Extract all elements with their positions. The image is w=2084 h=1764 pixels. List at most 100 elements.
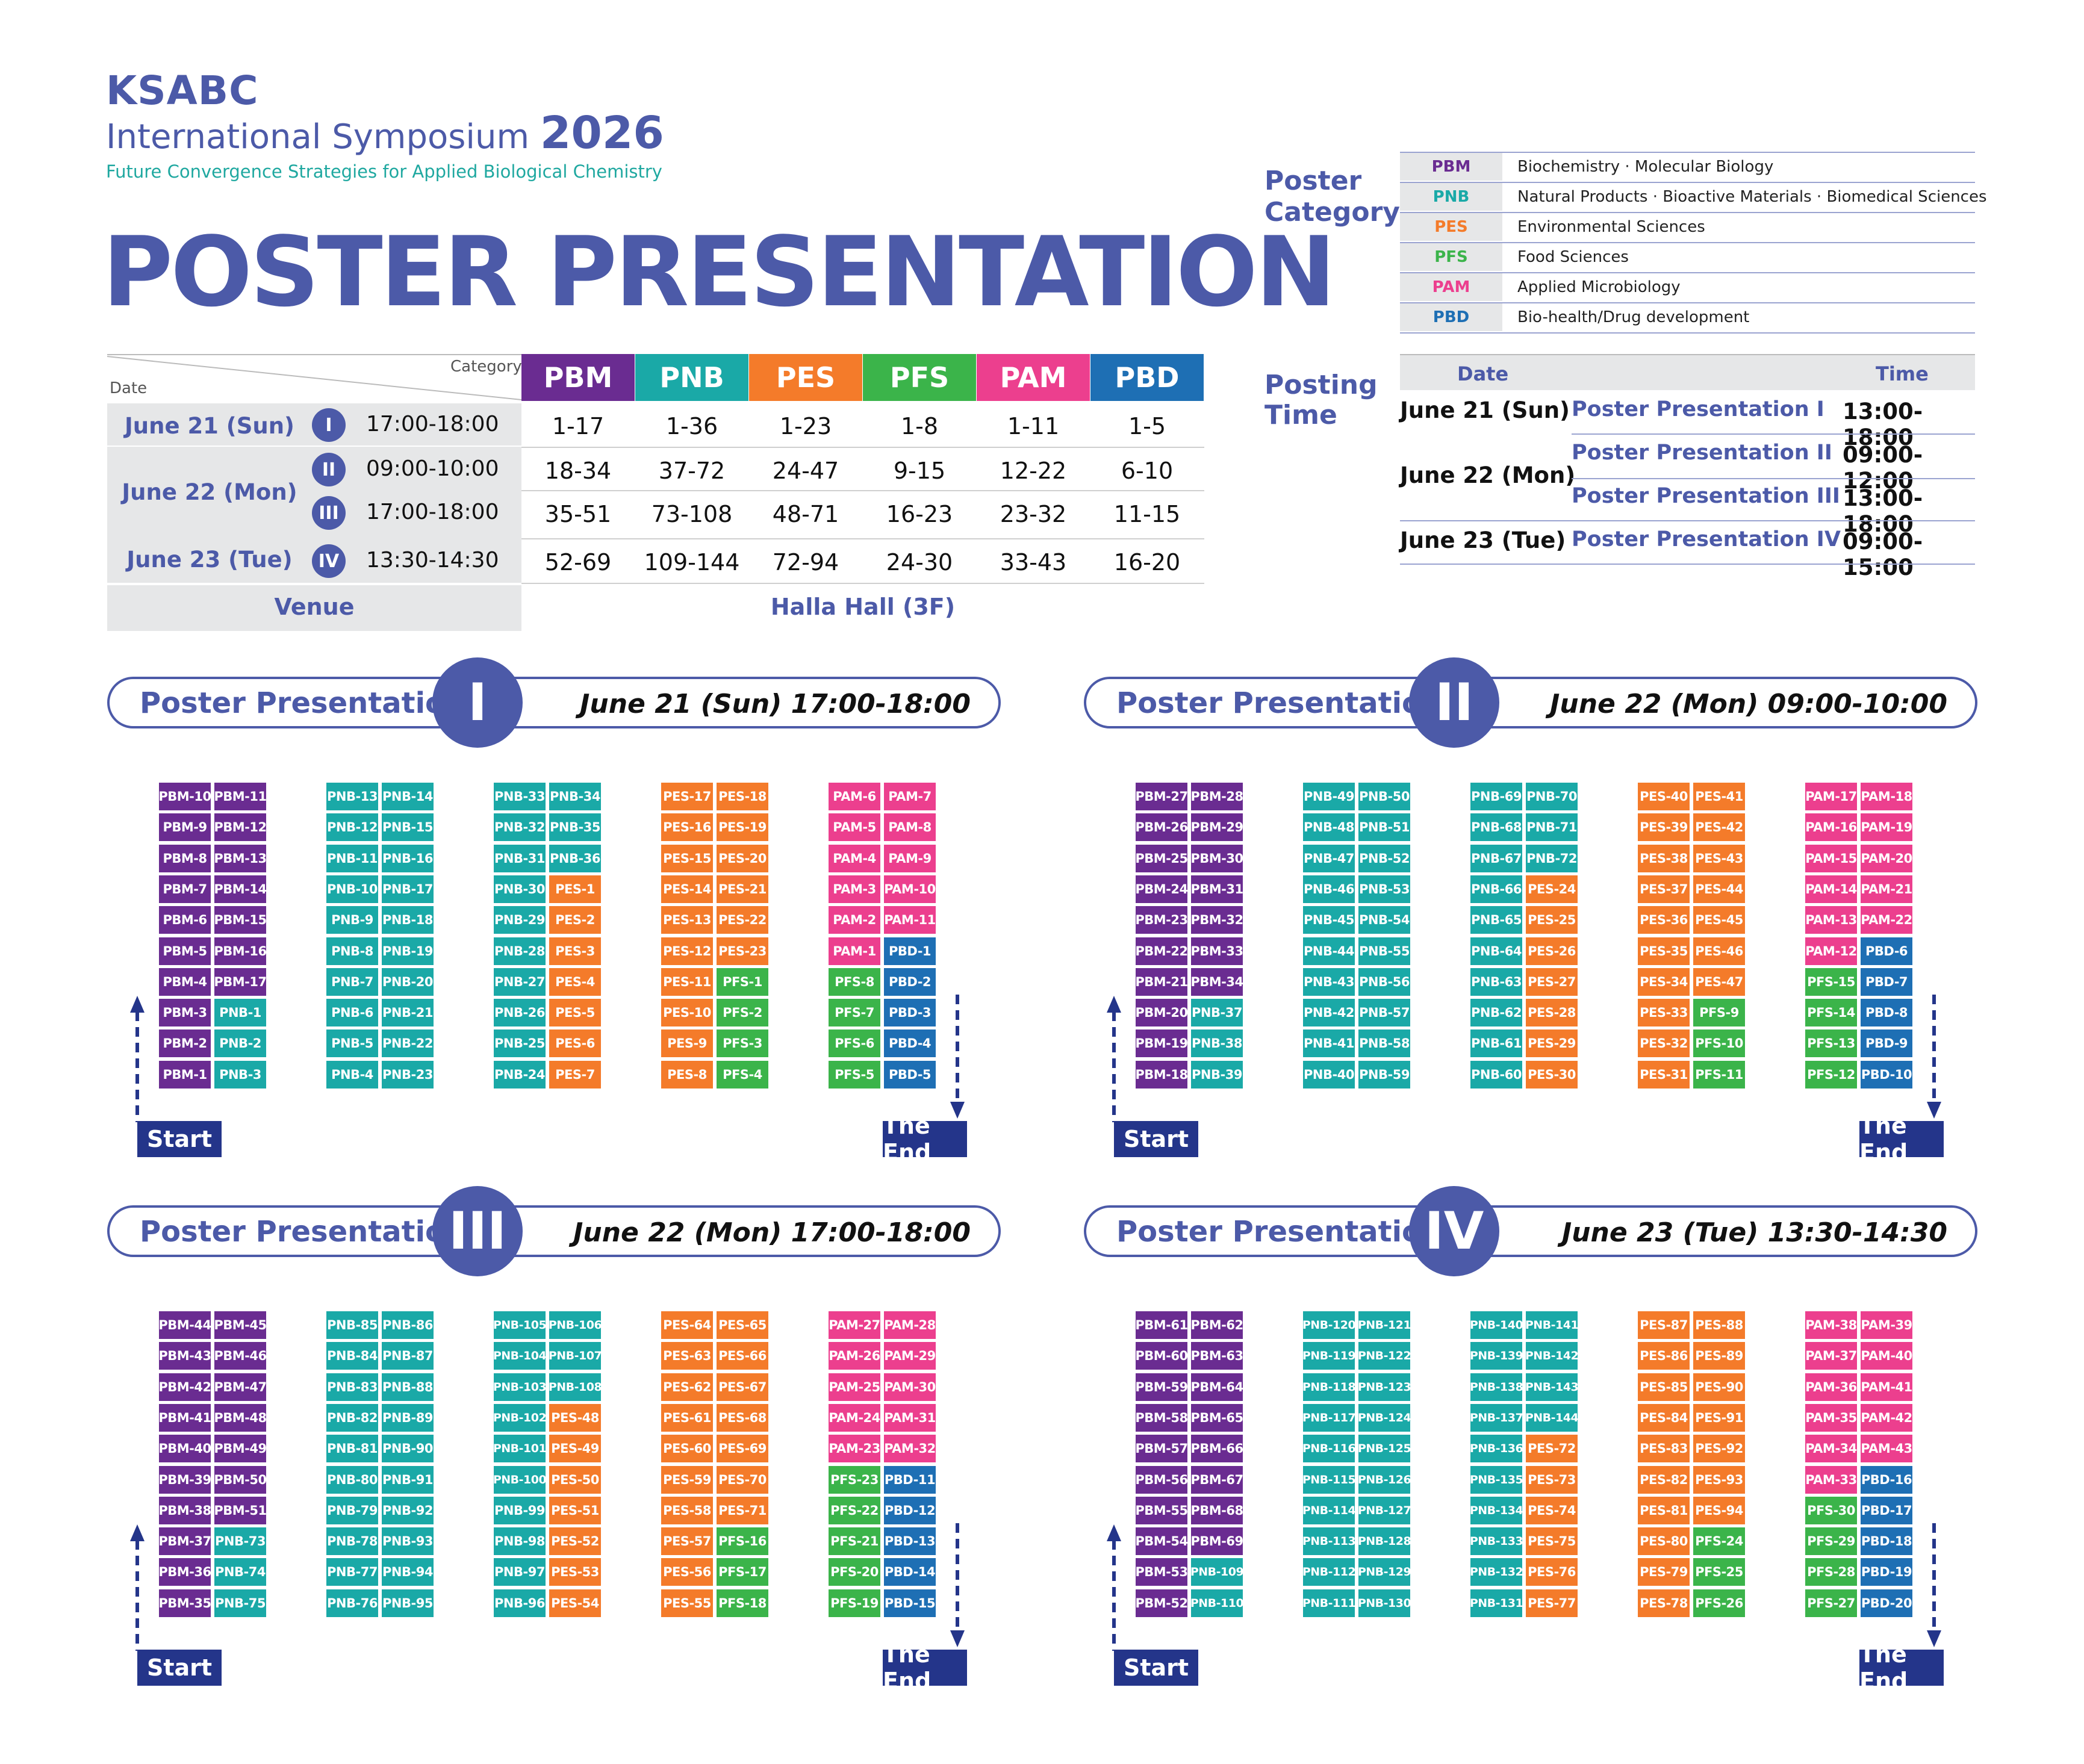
poster-board: PBD-10 xyxy=(1861,1060,1912,1089)
session-label: Poster Presentation xyxy=(140,1215,466,1249)
poster-board: PNB-76 xyxy=(326,1589,378,1617)
poster-board: PNB-14 xyxy=(382,783,434,810)
poster-board: PNB-90 xyxy=(382,1435,434,1463)
poster-board: PES-72 xyxy=(1526,1435,1578,1463)
poster-board: PNB-17 xyxy=(382,875,434,903)
session-banner: Poster Presentation June 23 (Tue) 13:30-1… xyxy=(1084,1186,1977,1276)
poster-board: PBM-38 xyxy=(158,1496,211,1524)
the-end-label: The End xyxy=(1859,1641,1944,1694)
poster-board: PNB-15 xyxy=(382,813,434,842)
poster-board: PBM-5 xyxy=(159,937,211,965)
poster-board: PES-16 xyxy=(661,813,713,842)
poster-board: PBM-68 xyxy=(1190,1496,1243,1524)
session-label: Poster Presentation xyxy=(140,686,466,720)
poster-board: PBM-39 xyxy=(158,1465,211,1494)
poster-board: PNB-10 xyxy=(326,875,378,903)
symposium-title: International Symposium 2026 xyxy=(106,107,664,159)
poster-board: PES-12 xyxy=(661,937,713,965)
poster-board: PNB-106 xyxy=(549,1311,602,1339)
poster-board: PNB-136 xyxy=(1470,1435,1523,1463)
poster-board: PFS-11 xyxy=(1693,1060,1745,1089)
category-header-pam: PAM xyxy=(977,354,1090,401)
poster-board: PAM-43 xyxy=(1861,1435,1912,1463)
poster-board: PNB-63 xyxy=(1470,967,1522,996)
poster-board: PBM-36 xyxy=(158,1558,211,1586)
poster-board: PBM-44 xyxy=(158,1311,211,1339)
posting-time-title-line2: Time xyxy=(1264,400,1337,430)
poster-board: PES-41 xyxy=(1693,783,1745,810)
poster-board: PNB-123 xyxy=(1358,1373,1411,1401)
row-divider xyxy=(107,583,521,584)
range-cell: 1-23 xyxy=(779,413,832,439)
poster-board: PNB-132 xyxy=(1470,1558,1523,1586)
poster-board: PBM-3 xyxy=(159,999,211,1027)
poster-board: PNB-54 xyxy=(1358,906,1410,934)
end-down-arrow-icon xyxy=(1927,995,1941,1119)
poster-board: PES-2 xyxy=(549,906,601,934)
poster-board: PES-22 xyxy=(717,906,768,934)
poster-board: PBM-60 xyxy=(1135,1342,1188,1370)
poster-board: PBD-6 xyxy=(1861,937,1912,965)
poster-board: PAM-25 xyxy=(829,1373,880,1401)
poster-board: PFS-18 xyxy=(717,1589,768,1617)
posting-divider xyxy=(1400,520,1975,521)
poster-board: PES-7 xyxy=(549,1060,601,1089)
poster-board: PNB-38 xyxy=(1191,1030,1243,1058)
poster-board: PAM-1 xyxy=(829,937,880,965)
category-header-pbd: PBD xyxy=(1090,354,1204,401)
poster-board: PNB-82 xyxy=(326,1403,378,1432)
legend-name: Applied Microbiology xyxy=(1517,278,1681,296)
poster-board: PNB-35 xyxy=(549,813,601,842)
poster-board: PAM-21 xyxy=(1861,875,1912,903)
posting-time-title: Posting Time xyxy=(1264,370,1378,430)
poster-board: PES-78 xyxy=(1638,1589,1690,1617)
poster-board: PES-66 xyxy=(717,1342,768,1370)
legend-code-pam: PAM xyxy=(1400,273,1502,301)
poster-board: PES-13 xyxy=(661,906,713,934)
poster-board: PNB-27 xyxy=(494,967,546,996)
poster-board: PAM-32 xyxy=(884,1435,936,1463)
poster-board: PBD-13 xyxy=(884,1527,936,1556)
poster-board: PNB-133 xyxy=(1470,1527,1523,1556)
poster-board: PNB-31 xyxy=(494,844,546,872)
poster-board: PBM-15 xyxy=(214,906,267,934)
poster-board: PNB-57 xyxy=(1358,999,1410,1027)
poster-board: PES-67 xyxy=(717,1373,768,1401)
session-banner: Poster Presentation June 21 (Sun) 17:00-1… xyxy=(107,657,1001,748)
start-label: Start xyxy=(137,1650,222,1686)
poster-board: PFS-30 xyxy=(1805,1496,1857,1524)
session-time: 13:30-14:30 xyxy=(366,548,499,573)
poster-board: PAM-40 xyxy=(1861,1342,1912,1370)
poster-board: PES-10 xyxy=(661,999,713,1027)
poster-board: PFS-25 xyxy=(1693,1558,1745,1586)
poster-board: PAM-12 xyxy=(1805,937,1857,965)
poster-board: PES-94 xyxy=(1693,1496,1745,1524)
poster-board: PBM-31 xyxy=(1190,875,1243,903)
poster-board: PNB-67 xyxy=(1470,844,1522,872)
poster-board: PES-27 xyxy=(1526,967,1578,996)
poster-board: PES-42 xyxy=(1693,813,1745,842)
poster-board: PBM-40 xyxy=(158,1435,211,1463)
symposium-name: International Symposium xyxy=(106,117,530,157)
poster-board: PAM-33 xyxy=(1805,1465,1857,1494)
poster-board: PNB-77 xyxy=(326,1558,378,1586)
session-iv-section: Poster Presentation June 23 (Tue) 13:30-1… xyxy=(1084,1186,1981,1694)
poster-category-legend: PBM Biochemistry · Molecular Biology PNB Na… xyxy=(1400,152,1987,334)
poster-board: PNB-118 xyxy=(1302,1373,1356,1401)
poster-board: PES-80 xyxy=(1638,1527,1690,1556)
poster-board: PBM-30 xyxy=(1190,844,1243,872)
poster-category-title-line2: Category xyxy=(1264,197,1400,228)
poster-board: PBM-56 xyxy=(1135,1465,1188,1494)
end-down-arrow-icon xyxy=(950,1523,965,1647)
poster-board: PBM-12 xyxy=(214,813,267,842)
poster-board: PAM-11 xyxy=(884,906,936,934)
poster-board: PNB-89 xyxy=(382,1403,434,1432)
poster-board: PES-49 xyxy=(549,1435,601,1463)
poster-board: PES-39 xyxy=(1638,813,1690,842)
legend-name: Environmental Sciences xyxy=(1517,218,1705,236)
posting-date: June 21 (Sun) xyxy=(1400,397,1570,423)
poster-board: PNB-137 xyxy=(1470,1403,1523,1432)
session-i-badge: I xyxy=(312,408,346,442)
poster-board: PFS-22 xyxy=(829,1496,880,1524)
poster-board: PNB-124 xyxy=(1358,1403,1411,1432)
